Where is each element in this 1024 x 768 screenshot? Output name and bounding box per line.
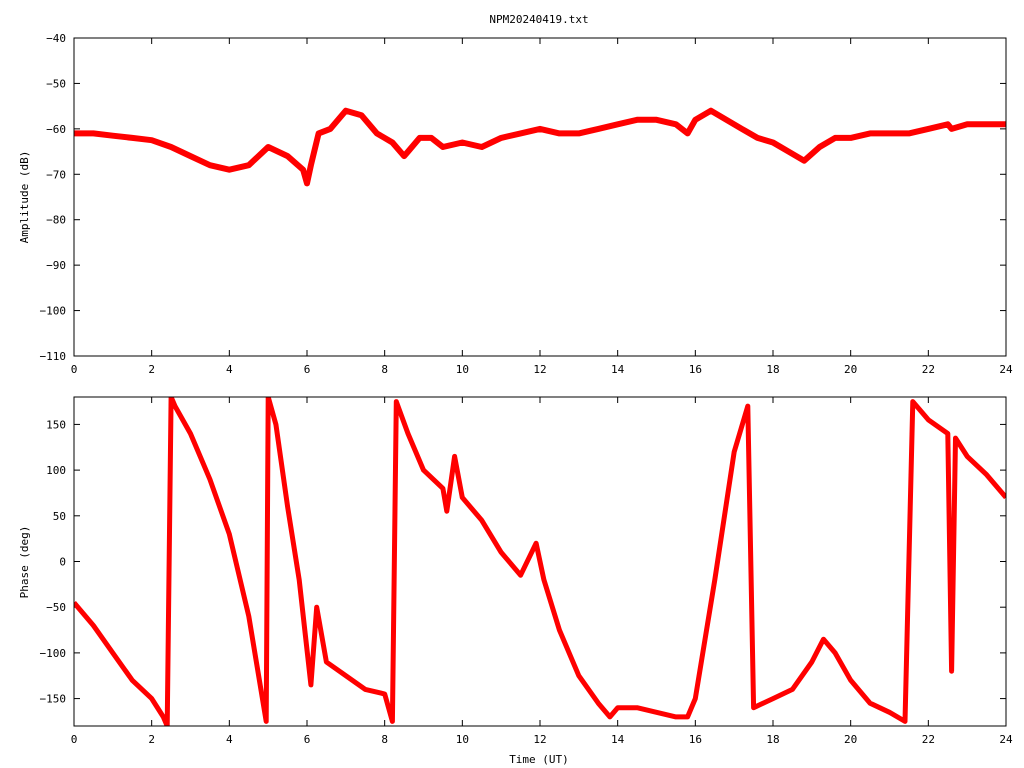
x-tick-label: 16: [689, 363, 702, 376]
x-tick-label: 2: [148, 733, 155, 746]
y-tick-label: −150: [40, 693, 67, 706]
y-tick-label: −110: [40, 350, 67, 363]
x-tick-label: 8: [381, 733, 388, 746]
x-tick-label: 6: [304, 733, 311, 746]
x-tick-label: 16: [689, 733, 702, 746]
x-tick-label: 20: [844, 363, 857, 376]
x-tick-label: 20: [844, 733, 857, 746]
phase-panel: 0 2 4 6 8 10 12 14 16 18 20 22 24150100500−50−100−15…: [18, 396, 1013, 766]
x-tick-label: 18: [766, 363, 779, 376]
x-tick-label: 12: [533, 363, 546, 376]
x-tick-label: 22: [922, 733, 935, 746]
x-tick-label: 6: [304, 363, 311, 376]
x-tick-label: 10: [456, 733, 469, 746]
y-tick-label: −50: [46, 77, 66, 90]
x-tick-label: 14: [611, 733, 625, 746]
phase-ticks: 0 2 4 6 8 10 12 14 16 18 20 22 24150100500−50−100−15…: [40, 397, 1013, 746]
x-tick-label: 12: [533, 733, 546, 746]
chart-title: NPM20240419.txt: [489, 13, 588, 26]
x-tick-label: 4: [226, 733, 233, 746]
y-tick-label: 100: [46, 464, 66, 477]
amplitude-y-label: Amplitude (dB): [18, 151, 31, 244]
y-tick-label: −90: [46, 259, 66, 272]
x-tick-label: 2: [148, 363, 155, 376]
phase-plot-frame: [73, 396, 1007, 727]
x-tick-label: 18: [766, 733, 779, 746]
x-tick-label: 24: [999, 363, 1013, 376]
y-tick-label: −60: [46, 123, 66, 136]
x-tick-label: 4: [226, 363, 233, 376]
amplitude-series-line: [74, 107, 1006, 187]
y-tick-label: −100: [40, 305, 67, 318]
y-tick-label: −40: [46, 32, 66, 45]
y-tick-label: 50: [53, 510, 66, 523]
phase-series-line: [74, 397, 1006, 726]
y-tick-label: −70: [46, 168, 66, 181]
time-x-label: Time (UT): [509, 753, 569, 766]
x-tick-label: 0: [71, 733, 78, 746]
phase-y-label: Phase (deg): [18, 526, 31, 599]
amplitude-ticks: 0 2 4 6 8 10 12 14 16 18 20 22 24−40−50−60−70−80−90−…: [40, 32, 1013, 376]
amplitude-plot-frame: [73, 37, 1007, 357]
x-tick-label: 22: [922, 363, 935, 376]
y-tick-label: 0: [59, 556, 66, 569]
y-tick-label: −100: [40, 647, 67, 660]
x-tick-label: 0: [71, 363, 78, 376]
y-tick-label: −80: [46, 214, 66, 227]
x-tick-label: 14: [611, 363, 625, 376]
y-tick-label: −50: [46, 601, 66, 614]
x-tick-label: 8: [381, 363, 388, 376]
y-tick-label: 150: [46, 418, 66, 431]
x-tick-label: 10: [456, 363, 469, 376]
amplitude-panel: 0 2 4 6 8 10 12 14 16 18 20 22 24−40−50−60−70−80−90−…: [18, 32, 1013, 376]
x-tick-label: 24: [999, 733, 1013, 746]
